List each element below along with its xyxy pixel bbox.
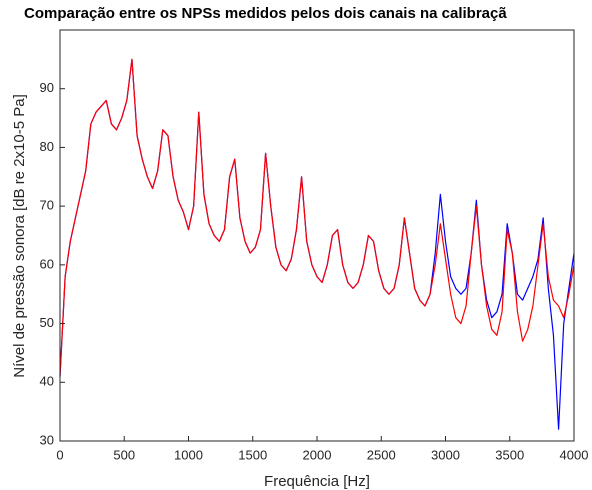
chart-title: Comparação entre os NPSs medidos pelos d… xyxy=(24,5,507,22)
y-tick-label: 60 xyxy=(40,256,54,271)
x-tick-label: 3000 xyxy=(431,447,460,462)
y-axis-label: Nível de pressão sonora [dB re 2x10-5 Pa… xyxy=(11,94,28,378)
x-tick-label: 1500 xyxy=(238,447,267,462)
y-tick-label: 90 xyxy=(40,80,54,95)
y-tick-label: 70 xyxy=(40,198,54,213)
x-tick-label: 500 xyxy=(113,447,135,462)
data-line xyxy=(59,58,575,377)
y-tick-label: 50 xyxy=(40,315,54,330)
x-axis-label: Frequência [Hz] xyxy=(264,473,370,490)
x-tick-label: 2500 xyxy=(367,447,396,462)
x-tick-label: 4000 xyxy=(560,447,589,462)
y-tick-label: 80 xyxy=(40,139,54,154)
x-tick-label: 2000 xyxy=(303,447,332,462)
x-tick-label: 1000 xyxy=(174,447,203,462)
x-tick-label: 3500 xyxy=(495,447,524,462)
y-tick-label: 40 xyxy=(40,374,54,389)
y-tick-label: 30 xyxy=(40,432,54,447)
x-tick-label: 0 xyxy=(56,447,63,462)
